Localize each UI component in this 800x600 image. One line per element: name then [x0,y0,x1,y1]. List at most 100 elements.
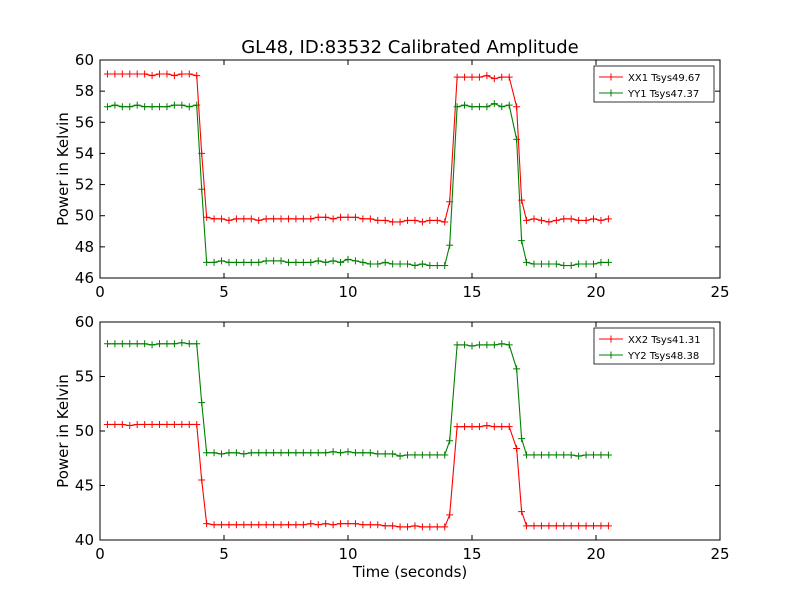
data-point-marker [597,258,605,266]
data-point-marker [404,523,412,531]
data-point-marker [560,522,568,530]
data-point-marker [389,260,397,268]
legend-marker [607,89,615,97]
data-point-marker [453,103,461,111]
data-point-marker [381,522,389,530]
legend-label: YY2 Tsys48.38 [627,351,699,362]
data-point-marker [118,70,126,78]
data-point-marker [446,511,454,519]
data-point-marker [468,423,476,431]
data-point-marker [567,262,575,270]
data-point-marker [441,523,449,531]
data-point-marker [170,420,178,428]
data-point-marker [359,215,367,223]
data-point-marker [381,450,389,458]
data-point-marker [198,185,206,193]
data-point-marker [441,451,449,459]
data-point-marker [218,450,226,458]
data-point-marker [292,449,300,457]
data-point-marker [351,449,359,457]
data-point-marker [461,73,469,81]
data-point-marker [185,420,193,428]
data-point-marker [433,451,441,459]
data-point-marker [411,216,419,224]
data-point-marker [299,258,307,266]
data-point-marker [210,258,218,266]
data-point-marker [537,260,545,268]
data-point-marker [322,213,330,221]
data-point-marker [270,215,278,223]
data-point-marker [426,451,434,459]
data-point-marker [461,423,469,431]
data-point-marker [255,258,263,266]
data-point-marker [366,260,374,268]
data-point-marker [329,215,337,223]
data-point-marker [225,258,233,266]
data-point-marker [505,423,513,431]
legend-marker [607,73,615,81]
data-point-marker [284,449,292,457]
data-point-marker [203,449,211,457]
data-point-marker [141,340,149,348]
data-point-marker [560,451,568,459]
data-point-marker [366,521,374,529]
data-point-marker [575,216,583,224]
data-point-marker [314,213,322,221]
data-point-marker [530,522,538,530]
y-tick-label: 60 [75,313,94,331]
data-point-marker [170,101,178,109]
data-point-marker [545,451,553,459]
data-point-marker [329,448,337,456]
data-point-marker [418,451,426,459]
data-point-marker [530,451,538,459]
data-point-marker [210,215,218,223]
data-point-marker [163,70,171,78]
data-point-marker [351,213,359,221]
data-point-marker [374,260,382,268]
data-point-marker [185,340,193,348]
data-point-marker [148,420,156,428]
subplot-2: 0 5 10 15 20 25 40 45 50 55 60 Power in Kelvin XX2 T… [54,313,730,563]
y-tick-label: 60 [75,51,94,69]
data-point-marker [461,101,469,109]
data-point-marker [126,340,134,348]
data-point-marker [518,508,526,516]
data-point-marker [210,449,218,457]
data-point-marker [126,422,134,430]
data-point-marker [225,521,233,529]
data-point-marker [498,73,506,81]
data-point-marker [575,522,583,530]
data-point-marker [351,520,359,528]
data-point-marker [307,215,315,223]
series-line-xx2 [107,423,609,528]
data-point-marker [582,260,590,268]
y-tick-label: 46 [75,269,94,287]
data-point-marker [277,215,285,223]
data-point-marker [552,260,560,268]
data-point-marker [433,262,441,270]
data-point-marker [240,258,248,266]
data-point-marker [433,523,441,531]
data-point-marker [270,521,278,529]
data-point-marker [203,213,211,221]
data-point-marker [163,420,171,428]
data-point-marker [567,522,575,530]
data-point-marker [453,341,461,349]
data-point-marker [597,216,605,224]
data-point-marker [426,216,434,224]
data-point-marker [292,215,300,223]
data-point-marker [210,521,218,529]
data-point-marker [537,451,545,459]
data-point-marker [329,257,337,265]
data-point-marker [170,340,178,348]
data-point-marker [178,339,186,347]
y-tick-label: 40 [75,531,94,549]
data-point-marker [575,260,583,268]
data-point-marker [513,135,521,143]
data-point-marker [232,521,240,529]
data-point-marker [490,100,498,108]
data-point-marker [103,103,111,111]
data-point-marker [374,521,382,529]
y-tick-label: 55 [75,368,94,386]
